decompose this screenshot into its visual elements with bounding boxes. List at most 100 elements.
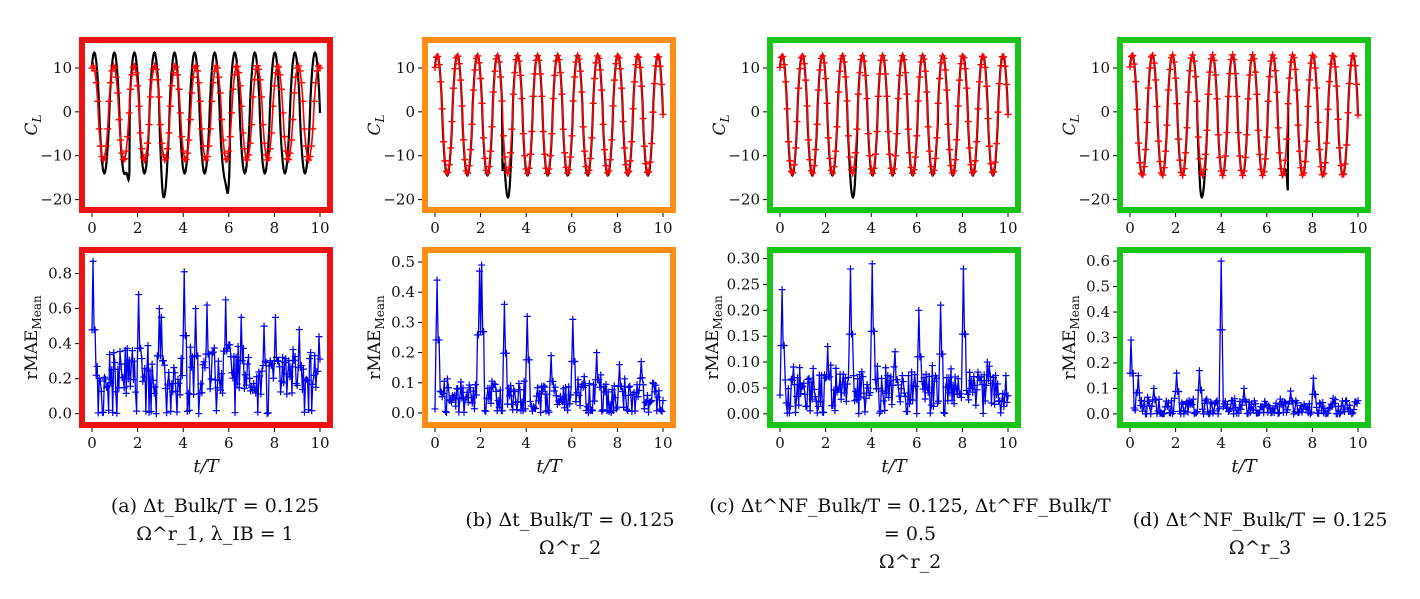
panel-a-top-prediction-point — [125, 109, 133, 117]
panel-d-top-prediction-point — [1126, 63, 1134, 71]
panel-a-top-prediction-point — [169, 69, 177, 77]
panel-d-top-prediction-point — [1196, 155, 1204, 163]
panel-c-top-prediction-point — [914, 97, 922, 105]
panel-c-bottom-rmae-point — [928, 362, 936, 370]
panel-d-bottom-rmae-point — [1181, 407, 1189, 415]
panel-a-top-prediction-point — [269, 102, 277, 110]
panel-d-top-prediction-point — [1240, 167, 1248, 175]
panel-b-top-ytick-label: −20 — [383, 191, 415, 209]
panel-c-bottom-rmae-point — [886, 377, 894, 385]
panel-c-bottom-rmae-point — [861, 408, 869, 416]
panel-d-bottom-rmae-point — [1242, 398, 1250, 406]
panel-a-top-prediction-point — [279, 109, 287, 117]
panel-a-top-ytick-label: −20 — [40, 191, 72, 209]
panel-c-bottom-rmae-point — [895, 392, 903, 400]
panel-c-top-prediction-point — [899, 52, 907, 60]
panel-d-bottom-rmae-point — [1217, 257, 1225, 265]
panel-c-bottom-rmae-point — [974, 368, 982, 376]
panel-d-bottom-rmae-point — [1343, 397, 1351, 405]
panel-a-top-prediction-point — [213, 64, 221, 72]
panel-d-top-prediction-point — [1133, 105, 1141, 113]
panel-b-bottom-rmae-point — [468, 399, 476, 407]
panel-c-bottom-rmae-point — [786, 402, 794, 410]
panel-b-top-prediction-point — [457, 76, 465, 84]
panel-a-bottom-rmae-point — [299, 365, 307, 373]
panel-b-top-prediction-point — [505, 163, 513, 171]
panel-d-top-prediction-point — [1290, 54, 1298, 62]
panel-a-bottom-rmae-point — [104, 382, 112, 390]
panel-b-top-prediction-point — [509, 90, 517, 98]
panel-d-top-prediction-point — [1343, 141, 1351, 149]
caption-a-line2: Ω^r_1, λ_IB = 1 — [136, 523, 294, 545]
panel-b-top-prediction-point — [441, 157, 449, 165]
panel-d-top-prediction-point — [1209, 51, 1217, 59]
panel-c-bottom-rmae-point — [987, 399, 995, 407]
panel-b-bottom-rmae-point — [658, 408, 666, 416]
panel-a-bottom-rmae-point — [272, 353, 280, 361]
panel-a-top-prediction-point — [222, 156, 230, 164]
panel-a-top-prediction-point — [192, 62, 200, 70]
panel-c-bottom-ytick-label: 0.30 — [727, 250, 760, 268]
panel-c-bottom-rmae-point — [981, 397, 989, 405]
panel-b-bottom-rmae-point — [623, 405, 631, 413]
panel-c-bottom-rmae-point — [879, 387, 887, 395]
panel-a-bottom-rmae-point — [241, 371, 249, 379]
panel-a-top-prediction-point — [245, 151, 253, 159]
panel-c-bottom-rmae-point — [794, 374, 802, 382]
panel-d-bottom-rmae-point — [1171, 394, 1179, 402]
panel-c-bottom-rmae-point — [829, 401, 837, 409]
panel-c-bottom-rmae-point — [986, 372, 994, 380]
panel-a-top-prediction-point — [218, 116, 226, 124]
panel-b-bottom-rmae-point — [516, 386, 524, 394]
panel-a-top-ytick-label: −10 — [40, 147, 72, 165]
panel-b-bottom-rmae-point — [647, 398, 655, 406]
panel-a-bottom-rmae-point — [150, 389, 158, 397]
panel-c-top-prediction-point — [901, 69, 909, 77]
panel-a-top-prediction-point — [91, 67, 99, 75]
panel-a-bottom-rmae-point — [138, 355, 146, 363]
panel-d-bottom-rmae-point — [1189, 395, 1197, 403]
panel-a-top-prediction-point — [202, 156, 210, 164]
panel-c-bottom-rmae-point — [946, 389, 954, 397]
panel-b-bottom-rmae-point — [581, 382, 589, 390]
panel-b-top-prediction-point — [549, 95, 557, 103]
panel-c-bottom-rmae-point — [968, 377, 976, 385]
panel-b-top-prediction-point — [534, 52, 542, 60]
panel-d-bottom-rmae-point — [1272, 399, 1280, 407]
panel-c-top-prediction-point — [871, 150, 879, 158]
panel-d-bottom-rmae-point — [1281, 399, 1289, 407]
panel-b-top-prediction-point — [528, 128, 536, 136]
panel-d-top-prediction-point — [1200, 165, 1208, 173]
panel-b-top-prediction-point — [558, 90, 566, 98]
panel-a-top-prediction-point — [131, 62, 139, 70]
panel-c-top-prediction-point — [843, 97, 851, 105]
panel-a-bottom-xtick-label: 0 — [87, 434, 97, 452]
panel-d-top-prediction-point — [1333, 82, 1341, 90]
panel-a-bottom-rmae-point — [262, 358, 270, 366]
panel-b-top-prediction-point — [494, 52, 502, 60]
panel-c-top-prediction-point — [873, 128, 881, 136]
panel-b-bottom-rmae-point — [448, 398, 456, 406]
panel-d-bottom-ytick-label: 0.4 — [1086, 303, 1110, 321]
panel-c-bottom-rmae-point — [817, 372, 825, 380]
panel-c-top-prediction-point — [799, 52, 807, 60]
panel-d-top-prediction-point — [1140, 163, 1148, 171]
panel-d-bottom-rmae-point — [1298, 408, 1306, 416]
panel-b-top-prediction-point — [475, 59, 483, 67]
panel-b-top-prediction-point — [585, 166, 593, 174]
panel-b-bottom-rmae-point — [520, 377, 528, 385]
panel-b-top-prediction-point — [539, 128, 547, 136]
panel-c-bottom-rmae-point — [857, 393, 865, 401]
panel-a-top-prediction-point — [265, 154, 273, 162]
panel-a-top-prediction-point — [95, 125, 103, 133]
panel-b-top-prediction-point — [487, 147, 495, 155]
panel-b-top-prediction-point — [591, 75, 599, 83]
panel-b-top-prediction-point — [650, 80, 658, 88]
panel-c-bottom-rmae-point — [979, 409, 987, 417]
panel-d-bottom-rmae-point — [1195, 367, 1203, 375]
panel-c-top-prediction-point — [824, 134, 832, 142]
panel-d-top-prediction-point — [1261, 155, 1269, 163]
panel-b-top-prediction-point — [518, 95, 526, 103]
panel-a-top-prediction-point — [268, 129, 276, 137]
panel-b-top-prediction-point — [601, 146, 609, 154]
